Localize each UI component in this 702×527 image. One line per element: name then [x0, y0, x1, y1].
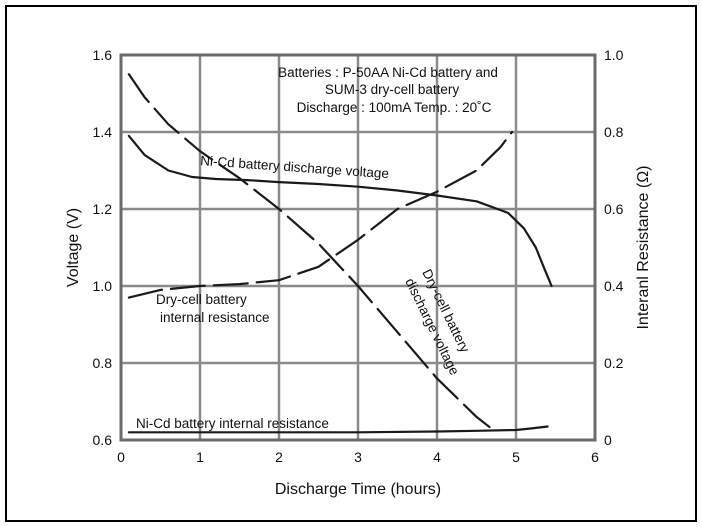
y2-axis-label: Interanl Resistance (Ω) [635, 165, 652, 329]
series-layer [127, 73, 553, 434]
info-line-conditions: Discharge : 100mA Temp. : 20˚C [297, 100, 492, 115]
y2-tick-label: 0.4 [604, 278, 624, 294]
y-tick-label: 1.4 [93, 124, 113, 140]
annotation-nicd-internal-resistance: Ni-Cd battery internal resistance [136, 416, 329, 431]
series-line-0 [127, 134, 553, 288]
grid [121, 55, 595, 440]
series-line-1 [127, 73, 498, 434]
x-tick-label: 2 [275, 449, 283, 465]
y2-tick-label: 0.8 [604, 124, 624, 140]
info-line-battery-types: SUM-3 dry-cell battery [325, 82, 460, 97]
info-line-batteries: Batteries : P-50AA Ni-Cd battery and [278, 65, 498, 80]
x-tick-label: 1 [196, 449, 204, 465]
annotation-drycell-resistance-line1: Dry-cell battery [156, 292, 247, 307]
y-tick-label: 0.8 [93, 355, 113, 371]
annotation-nicd-discharge-voltage: Ni-Cd battery discharge voltage [200, 153, 390, 181]
x-tick-label: 5 [512, 449, 520, 465]
y-tick-label: 1.2 [93, 201, 113, 217]
series-line-2 [127, 130, 514, 299]
x-tick-label: 6 [591, 449, 599, 465]
x-tick-label: 3 [354, 449, 362, 465]
y-tick-label: 1.0 [93, 278, 113, 294]
y2-tick-label: 1.0 [604, 47, 624, 63]
x-tick-label: 0 [117, 449, 125, 465]
y2-tick-label: 0.2 [604, 355, 624, 371]
x-tick-label: 4 [433, 449, 441, 465]
y2-tick-label: 0.6 [604, 201, 624, 217]
y-tick-label: 0.6 [93, 432, 113, 448]
x-axis-label: Discharge Time (hours) [275, 481, 441, 498]
y-axis-label: Voltage (V) [65, 208, 82, 287]
annotation-drycell-resistance-line2: internal resistance [160, 310, 270, 325]
y2-tick-label: 0 [604, 432, 612, 448]
plot-border [119, 53, 597, 442]
y-tick-label: 1.6 [93, 47, 113, 63]
series-line-3 [127, 425, 549, 434]
tick-labels: 0 1 2 3 4 5 6 0.6 0.8 1.0 1.2 1.4 1.6 0 0.2 0.4 0.6 0.8 1.… [93, 47, 624, 465]
